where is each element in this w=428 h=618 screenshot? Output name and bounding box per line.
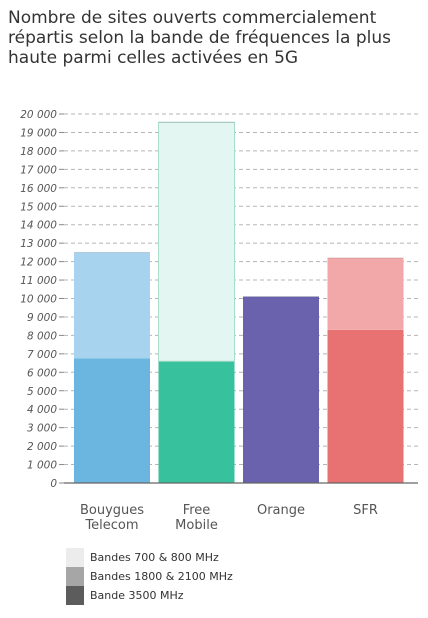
- y-tick-label: 3 000: [27, 423, 57, 435]
- bar-segment: [74, 252, 150, 359]
- x-axis-labels: Bouygues Telecom Free Mobile Orange SFR: [80, 503, 378, 533]
- bar-segment: [158, 361, 235, 483]
- legend-label-700-800: Bandes 700 & 800 MHz: [90, 551, 219, 564]
- y-tick-label: 12 000: [20, 257, 57, 269]
- y-tick-label: 20 000: [20, 109, 57, 121]
- legend-swatch-700-800: [66, 548, 84, 567]
- bar-segment: [327, 329, 404, 483]
- x-tick-label: Bouygues Telecom: [80, 503, 144, 533]
- y-tick-label: 10 000: [20, 294, 57, 306]
- x-tick-label: Free Mobile: [175, 503, 218, 533]
- x-tick-label: SFR: [353, 503, 378, 518]
- y-tick-label: 8 000: [27, 330, 57, 342]
- y-tick-label: 11 000: [20, 275, 57, 287]
- legend-label-1800-2100: Bandes 1800 & 2100 MHz: [90, 570, 233, 583]
- y-tick-label: 4 000: [27, 404, 57, 416]
- bar-segment: [158, 121, 235, 362]
- y-tick-label: 18 000: [20, 146, 57, 158]
- y-tick-label: 15 000: [20, 201, 57, 213]
- y-tick-label: 5 000: [27, 386, 57, 398]
- y-tick-label: 9 000: [27, 312, 57, 324]
- y-tick-label: 7 000: [27, 349, 57, 361]
- legend-swatch-3500: [66, 586, 84, 605]
- bar-segment: [327, 257, 404, 330]
- y-tick-label: 14 000: [20, 220, 57, 232]
- legend-item-1800-2100: Bandes 1800 & 2100 MHz: [66, 567, 233, 586]
- y-tick-label: 17 000: [20, 164, 57, 176]
- chart-title: Nombre de sites ouverts commercialement …: [8, 8, 391, 68]
- x-tick-label: Orange: [257, 503, 305, 518]
- y-tick-label: 6 000: [27, 367, 57, 379]
- bar-segment: [243, 296, 319, 483]
- y-tick-label: 0: [50, 478, 57, 490]
- legend-item-3500: Bande 3500 MHz: [66, 586, 233, 605]
- legend: Bandes 700 & 800 MHz Bandes 1800 & 2100 …: [66, 548, 233, 605]
- y-axis-ticks: 0 1 000 2 000 3 000 4 000 5 000 6 000 7 000 8 00…: [20, 109, 64, 490]
- legend-label-3500: Bande 3500 MHz: [90, 589, 184, 602]
- y-tick-label: 16 000: [20, 183, 57, 195]
- bars: [74, 121, 404, 483]
- bar-segment: [74, 358, 150, 483]
- legend-swatch-1800-2100: [66, 567, 84, 586]
- y-tick-label: 1 000: [27, 460, 57, 472]
- y-tick-label: 19 000: [20, 127, 57, 139]
- legend-item-700-800: Bandes 700 & 800 MHz: [66, 548, 233, 567]
- y-tick-label: 2 000: [27, 441, 57, 453]
- y-tick-label: 13 000: [20, 238, 57, 250]
